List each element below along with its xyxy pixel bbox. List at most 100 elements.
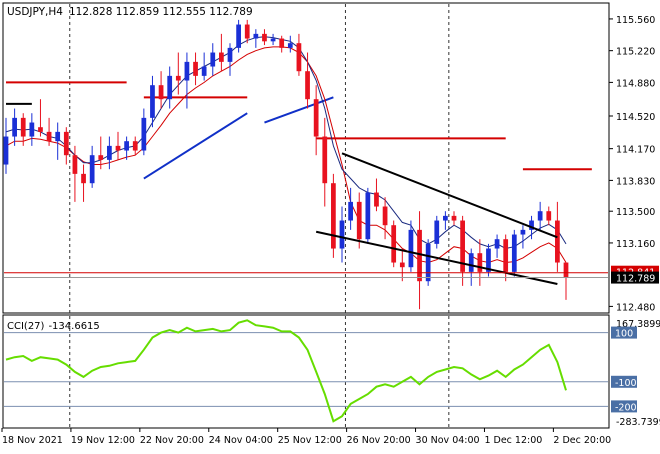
candle [296,33,302,76]
price-tick-label: 115.220 [616,47,655,58]
candle-body [132,141,138,151]
trendline[interactable] [315,230,558,285]
candle-body [46,131,52,142]
time-tick-label: 26 Nov 20:00 [347,435,411,446]
candle [348,187,353,230]
candle [244,19,250,44]
candle-body [175,75,181,81]
trendlines[interactable] [315,152,558,285]
ma-fast-line [5,36,567,250]
candle [391,220,397,268]
candle-body [503,239,509,272]
candle [425,239,431,286]
candle-body [124,141,129,151]
cci-max-label: 167.3899 [616,319,660,330]
candle-body [399,262,405,268]
candle [132,136,138,156]
price-lines [4,272,608,279]
candle [12,108,17,146]
candle [339,206,345,263]
indicator-value: -134.6615 [48,321,99,332]
candle-body [391,225,397,263]
candle-body [63,131,69,156]
candle [63,127,69,165]
candle [382,197,388,240]
candle-body [537,211,543,221]
overlay-segment [143,112,248,180]
candle-body [184,61,190,81]
candlestick-series [3,19,569,310]
current-price-label: 112.789 [616,274,655,285]
candle [417,211,422,310]
candle-body [331,183,336,249]
candle [434,215,440,249]
candle-body [305,71,310,100]
trendline[interactable] [341,152,558,239]
cci-series [4,319,608,423]
time-tick-label: 25 Nov 12:00 [278,435,342,446]
price-axis: 115.560 115.220 114.880 114.520 114.170 113.8… [609,15,659,313]
candle [20,113,26,146]
candle-body [468,253,474,272]
cci-level-tag [611,400,637,413]
candle [72,145,78,202]
candle [219,33,224,72]
current-price-tag [611,271,659,284]
price-tick-label: 115.560 [616,15,655,26]
candle [468,248,474,286]
candle-body [296,43,302,72]
candle [262,29,267,46]
candle [98,136,104,170]
candle-body [322,136,328,184]
candle-body [98,155,104,160]
price-tick-label: 112.480 [616,302,655,313]
candle-body [477,253,483,272]
candle [46,117,52,146]
candle [460,215,465,286]
candle-body [115,145,121,151]
candle-body [201,66,207,76]
candle-body [12,117,17,137]
candle-body [460,220,465,272]
candle-body [356,201,362,240]
candle-body [546,211,552,221]
candle-body [38,127,43,132]
candle [374,178,379,212]
candle-body [451,215,457,221]
time-tick-label: 19 Nov 12:00 [71,435,135,446]
indicator-label: CCI(27) -134.6615 [7,321,100,332]
candle-body [382,206,388,226]
candle-body [236,24,241,48]
candle-body [81,173,86,184]
candle-body [529,220,534,230]
candle-body [365,192,371,240]
candle-body [253,33,259,39]
candle-body [313,99,319,137]
candle [546,206,552,226]
candle-body [434,220,440,244]
candle [38,99,43,137]
candle [210,43,216,76]
candle [89,145,95,188]
candle [563,262,569,300]
candle-body [210,52,216,67]
candle [201,52,207,81]
price-grid [69,4,450,427]
price-tick-label: 113.160 [616,239,655,250]
time-tick-label: 22 Nov 20:00 [140,435,204,446]
candle [443,211,448,230]
candle [520,225,526,249]
candle [511,229,517,277]
price-tick-label: 113.500 [616,207,655,218]
candle [236,19,241,53]
candle [175,52,181,95]
candle [287,35,293,53]
candle [184,52,190,109]
price-tick-label: 114.170 [616,145,655,156]
candle [477,239,483,286]
candle-body [287,43,293,48]
candle-body [20,117,26,137]
price-tick-label: 114.880 [616,78,655,89]
candle [279,35,285,53]
